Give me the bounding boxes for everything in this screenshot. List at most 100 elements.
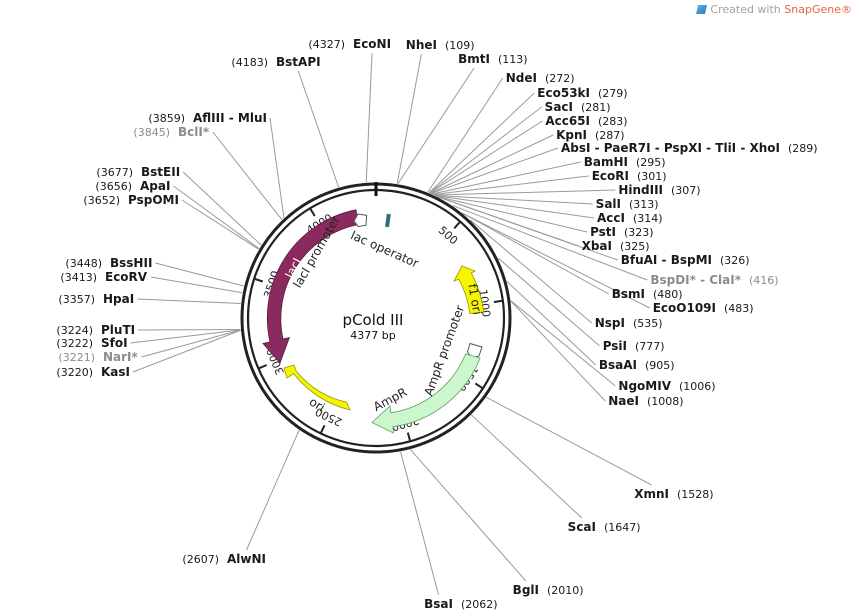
tick-mark — [319, 424, 326, 434]
site-position: (326) — [720, 254, 750, 267]
site-leader-line — [212, 131, 283, 221]
site-label-sfoi[interactable]: SfoI (3222) — [56, 336, 127, 350]
site-label-bamhi[interactable]: BamHI (295) — [584, 155, 666, 169]
site-label-nspi[interactable]: NspI (535) — [595, 316, 663, 330]
site-name: EcoRV — [105, 270, 148, 284]
site-leader-line — [437, 196, 618, 261]
site-leader-line — [497, 257, 601, 347]
site-label-sali[interactable]: SalI (313) — [596, 197, 659, 211]
site-label-absi-paer7i-pspxi-tlii-xhoi[interactable]: AbsI - PaeR7I - PspXI - TliI - XhoI (289) — [561, 141, 818, 155]
site-leader-line — [433, 189, 616, 196]
site-name: BfuAI - BspMI — [621, 253, 712, 267]
site-name: BsaAI — [599, 358, 637, 372]
site-label-bcli[interactable]: BclI* (3845) — [133, 125, 209, 139]
site-leader-line — [486, 396, 652, 486]
site-label-xmni[interactable]: XmnI (1528) — [634, 487, 713, 501]
site-label-bstapi[interactable]: BstAPI (4183) — [231, 55, 320, 69]
site-position: (281) — [581, 101, 611, 114]
site-position: (480) — [653, 288, 683, 301]
site-label-eco53ki[interactable]: Eco53kI (279) — [537, 86, 627, 100]
site-label-nhei[interactable]: NheI (109) — [406, 38, 475, 52]
site-name: BspDI* - ClaI* — [650, 273, 741, 287]
site-label-apai[interactable]: ApaI (3656) — [95, 179, 170, 193]
site-leader-line — [182, 171, 262, 246]
site-label-acc65i[interactable]: Acc65I (283) — [545, 114, 627, 128]
site-label-scai[interactable]: ScaI (1647) — [568, 520, 641, 534]
site-name: SfoI — [101, 336, 128, 350]
site-label-saci[interactable]: SacI (281) — [545, 100, 611, 114]
site-name: PspOMI — [128, 193, 179, 207]
site-label-nari[interactable]: NarI* (3221) — [58, 350, 138, 364]
site-label-psii[interactable]: PsiI (777) — [603, 339, 665, 353]
site-label-bsaai[interactable]: BsaAI (905) — [599, 358, 675, 372]
site-position: (905) — [645, 359, 675, 372]
site-label-bspdi-clai[interactable]: BspDI* - ClaI* (416) — [650, 273, 778, 287]
site-label-acci[interactable]: AccI (314) — [597, 211, 663, 225]
site-name: NarI* — [103, 350, 139, 364]
site-position: (279) — [598, 87, 628, 100]
site-leader-line — [138, 328, 241, 331]
site-label-bgli[interactable]: BglI (2010) — [513, 583, 584, 597]
lac-operator-feature[interactable] — [385, 213, 391, 228]
site-leader-line — [427, 77, 504, 193]
site-position: (2607) — [182, 553, 219, 566]
site-label-naei[interactable]: NaeI (1008) — [608, 394, 683, 408]
site-leader-lines — [130, 52, 652, 596]
site-label-xbai[interactable]: XbaI (325) — [582, 239, 650, 253]
site-name: BsmI — [612, 287, 645, 301]
laci-feature[interactable] — [262, 209, 359, 364]
snapgene-logo-icon — [696, 5, 708, 14]
site-label-ecoo109i[interactable]: EcoO109I (483) — [653, 301, 754, 315]
site-leader-line — [432, 175, 589, 195]
site-label-afliii-mlui[interactable]: AflIII - MluI (3859) — [148, 111, 267, 125]
site-position: (1528) — [677, 488, 714, 501]
site-label-bsai[interactable]: BsaI (2062) — [424, 597, 497, 611]
site-label-bsshii[interactable]: BssHII (3448) — [65, 256, 152, 270]
site-label-econi[interactable]: EcoNI (4327) — [308, 37, 391, 51]
site-leader-line — [470, 219, 593, 324]
site-leader-line — [506, 281, 597, 366]
tick-mark — [493, 299, 503, 303]
site-label-alwni[interactable]: AlwNI (2607) — [182, 552, 266, 566]
site-label-ecori[interactable]: EcoRI (301) — [592, 169, 667, 183]
site-name: BglI — [513, 583, 539, 597]
site-label-kasi[interactable]: KasI (3220) — [56, 365, 130, 379]
site-position: (3859) — [148, 112, 185, 125]
laci-promoter-feature[interactable] — [353, 213, 368, 228]
site-leader-line — [132, 329, 241, 373]
site-label-hpai[interactable]: HpaI (3357) — [58, 292, 134, 306]
site-name: PluTI — [101, 323, 135, 337]
site-leader-line — [365, 52, 373, 183]
site-position: (307) — [671, 184, 701, 197]
site-position: (3357) — [58, 293, 95, 306]
site-label-pluti[interactable]: PluTI (3224) — [56, 323, 135, 337]
site-label-psti[interactable]: PstI (323) — [590, 225, 654, 239]
site-name: XmnI — [634, 487, 669, 501]
site-label-ecorv[interactable]: EcoRV (3413) — [60, 270, 147, 284]
site-position: (113) — [498, 53, 528, 66]
site-leader-line — [173, 185, 260, 249]
branding: Created with SnapGene® — [696, 3, 852, 16]
restriction-site-labels: EcoNI (4327) NheI (109)BmtI (113) BstAPI (4183… — [56, 37, 817, 611]
site-label-bsteii[interactable]: BstEII (3677) — [96, 165, 180, 179]
ampr-feature[interactable] — [371, 353, 481, 434]
site-label-bmti[interactable]: BmtI (113) — [458, 52, 527, 66]
site-label-hindiii[interactable]: HindIII (307) — [618, 183, 700, 197]
site-label-kpni[interactable]: KpnI (287) — [556, 128, 625, 142]
site-position: (1006) — [679, 380, 716, 393]
ori-feature[interactable] — [283, 364, 351, 411]
site-label-ndei[interactable]: NdeI (272) — [506, 71, 575, 85]
site-label-pspomi[interactable]: PspOMI (3652) — [83, 193, 179, 207]
site-leader-line — [269, 117, 285, 218]
site-position: (777) — [635, 340, 665, 353]
site-name: KpnI — [556, 128, 587, 142]
site-name: BstAPI — [276, 55, 321, 69]
site-position: (3448) — [65, 257, 102, 270]
site-leader-line — [436, 195, 588, 233]
site-label-bfuai-bspmi[interactable]: BfuAI - BspMI (326) — [621, 253, 750, 267]
site-leader-line — [428, 92, 535, 194]
site-label-ngomiv[interactable]: NgoMIV (1006) — [618, 379, 715, 393]
site-name: NaeI — [608, 394, 639, 408]
f1-ori-feature[interactable] — [453, 265, 485, 314]
site-label-bsmi[interactable]: BsmI (480) — [612, 287, 683, 301]
